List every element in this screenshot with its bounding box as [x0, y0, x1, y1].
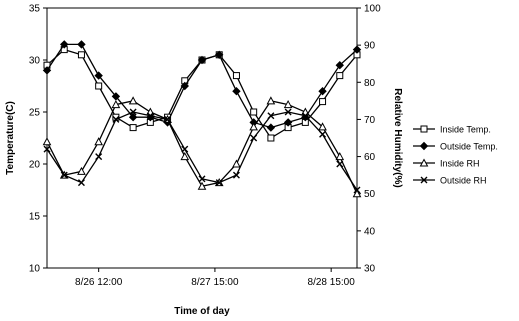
data-point [77, 179, 85, 187]
data-point [60, 171, 68, 179]
legend-marker [420, 176, 428, 184]
y2-tick-label: 60 [364, 152, 376, 163]
legend-label: Outside RH [440, 176, 487, 186]
data-point [336, 72, 344, 80]
x-tick-label: 8/28 15:00 [308, 277, 356, 288]
legend-marker [419, 158, 429, 167]
data-point [283, 118, 293, 127]
data-point [128, 96, 138, 105]
y-tick-label: 15 [29, 212, 41, 223]
data-point [95, 82, 103, 90]
legend-item: Inside Temp. [413, 125, 491, 135]
y-tick-label: 30 [29, 56, 41, 67]
data-point [94, 137, 104, 146]
data-point [232, 171, 240, 179]
data-point [232, 86, 241, 96]
data-point [318, 122, 327, 131]
data-point [232, 159, 241, 168]
data-point [319, 130, 327, 138]
data-point [128, 112, 138, 122]
data-point [215, 179, 223, 187]
series-outside-temp [42, 40, 362, 132]
legend-item: Inside RH [413, 158, 480, 169]
legend-label: Inside RH [440, 159, 480, 169]
y2-tick-label: 70 [364, 115, 376, 126]
data-point [335, 152, 345, 161]
data-point [77, 51, 85, 59]
legend-label: Outside Temp. [440, 142, 498, 152]
legend-marker [420, 125, 428, 133]
data-point [336, 160, 344, 168]
series-layer [42, 40, 362, 198]
data-point [129, 108, 137, 116]
data-point [283, 100, 293, 109]
data-point [301, 112, 309, 120]
data-point [266, 96, 276, 105]
y2-tick-label: 30 [364, 264, 376, 275]
y-tick-label: 20 [29, 160, 41, 171]
data-point [266, 123, 276, 132]
plot-frame [46, 7, 358, 269]
data-point [232, 72, 240, 80]
data-point [42, 66, 52, 75]
data-point [267, 112, 275, 120]
data-point [180, 81, 189, 91]
y-tick-label: 35 [29, 4, 41, 15]
data-point [215, 50, 224, 60]
y2-tick-label: 50 [364, 189, 376, 200]
data-point [112, 115, 120, 123]
data-point [77, 40, 86, 49]
data-point [197, 55, 207, 65]
legend-item: Outside RH [413, 176, 487, 186]
data-point [94, 71, 103, 80]
y2-tick-label: 100 [364, 4, 381, 15]
data-point [129, 124, 137, 132]
data-point [197, 181, 207, 190]
y-tick-label: 25 [29, 108, 41, 119]
data-point [198, 175, 206, 183]
legend-marker [419, 141, 429, 151]
data-point [43, 145, 51, 153]
y2-tick-label: 90 [364, 41, 376, 52]
legend-item: Outside Temp. [413, 142, 498, 152]
x-tick-label: 8/27 15:00 [191, 277, 239, 288]
data-point [318, 86, 327, 96]
data-point [250, 108, 258, 116]
x-axis-title: Time of day [174, 306, 230, 317]
y2-tick-label: 40 [364, 226, 376, 237]
series-outside-rh [43, 108, 361, 194]
data-point [146, 112, 154, 120]
data-point [95, 153, 103, 161]
data-point [284, 108, 292, 116]
data-point [352, 45, 362, 54]
data-point [42, 137, 52, 146]
data-point [164, 115, 172, 123]
data-point [249, 122, 259, 131]
legend-label: Inside Temp. [440, 125, 491, 135]
data-point [352, 189, 362, 198]
data-point [319, 98, 327, 106]
data-point [180, 152, 190, 161]
legend: Inside Temp. Outside Temp. Inside RH Outsid… [413, 125, 498, 186]
data-point [111, 92, 121, 101]
data-point [267, 134, 275, 142]
y2-axis-title: Relative Humidity(%) [392, 88, 403, 187]
data-point [181, 145, 189, 153]
data-point [77, 166, 86, 175]
y2-tick-label: 80 [364, 78, 376, 89]
data-point [250, 134, 258, 142]
data-point [60, 40, 69, 49]
y-axis-title: Temperature(C) [5, 101, 16, 175]
data-point [353, 186, 361, 194]
y-tick-label: 10 [29, 264, 41, 275]
data-point [111, 100, 121, 109]
x-tick-label: 8/26 12:00 [75, 277, 123, 288]
data-point [335, 60, 344, 70]
